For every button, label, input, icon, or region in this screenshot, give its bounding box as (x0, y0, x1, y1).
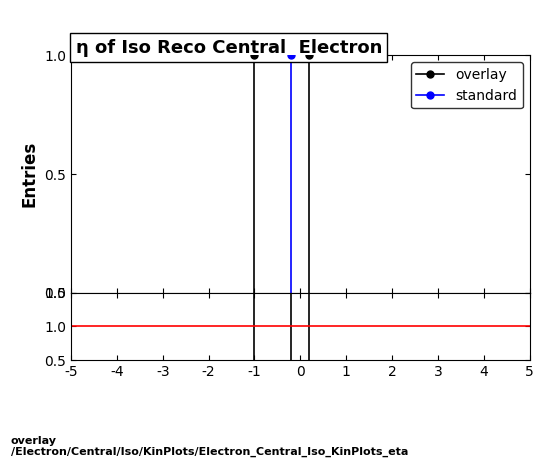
Text: η of Iso Reco Central  Electron: η of Iso Reco Central Electron (75, 39, 382, 57)
Text: overlay
/Electron/Central/Iso/KinPlots/Electron_Central_Iso_KinPlots_eta: overlay /Electron/Central/Iso/KinPlots/E… (11, 436, 408, 457)
Legend: overlay, standard: overlay, standard (411, 62, 523, 109)
Y-axis label: Entries: Entries (21, 141, 39, 207)
